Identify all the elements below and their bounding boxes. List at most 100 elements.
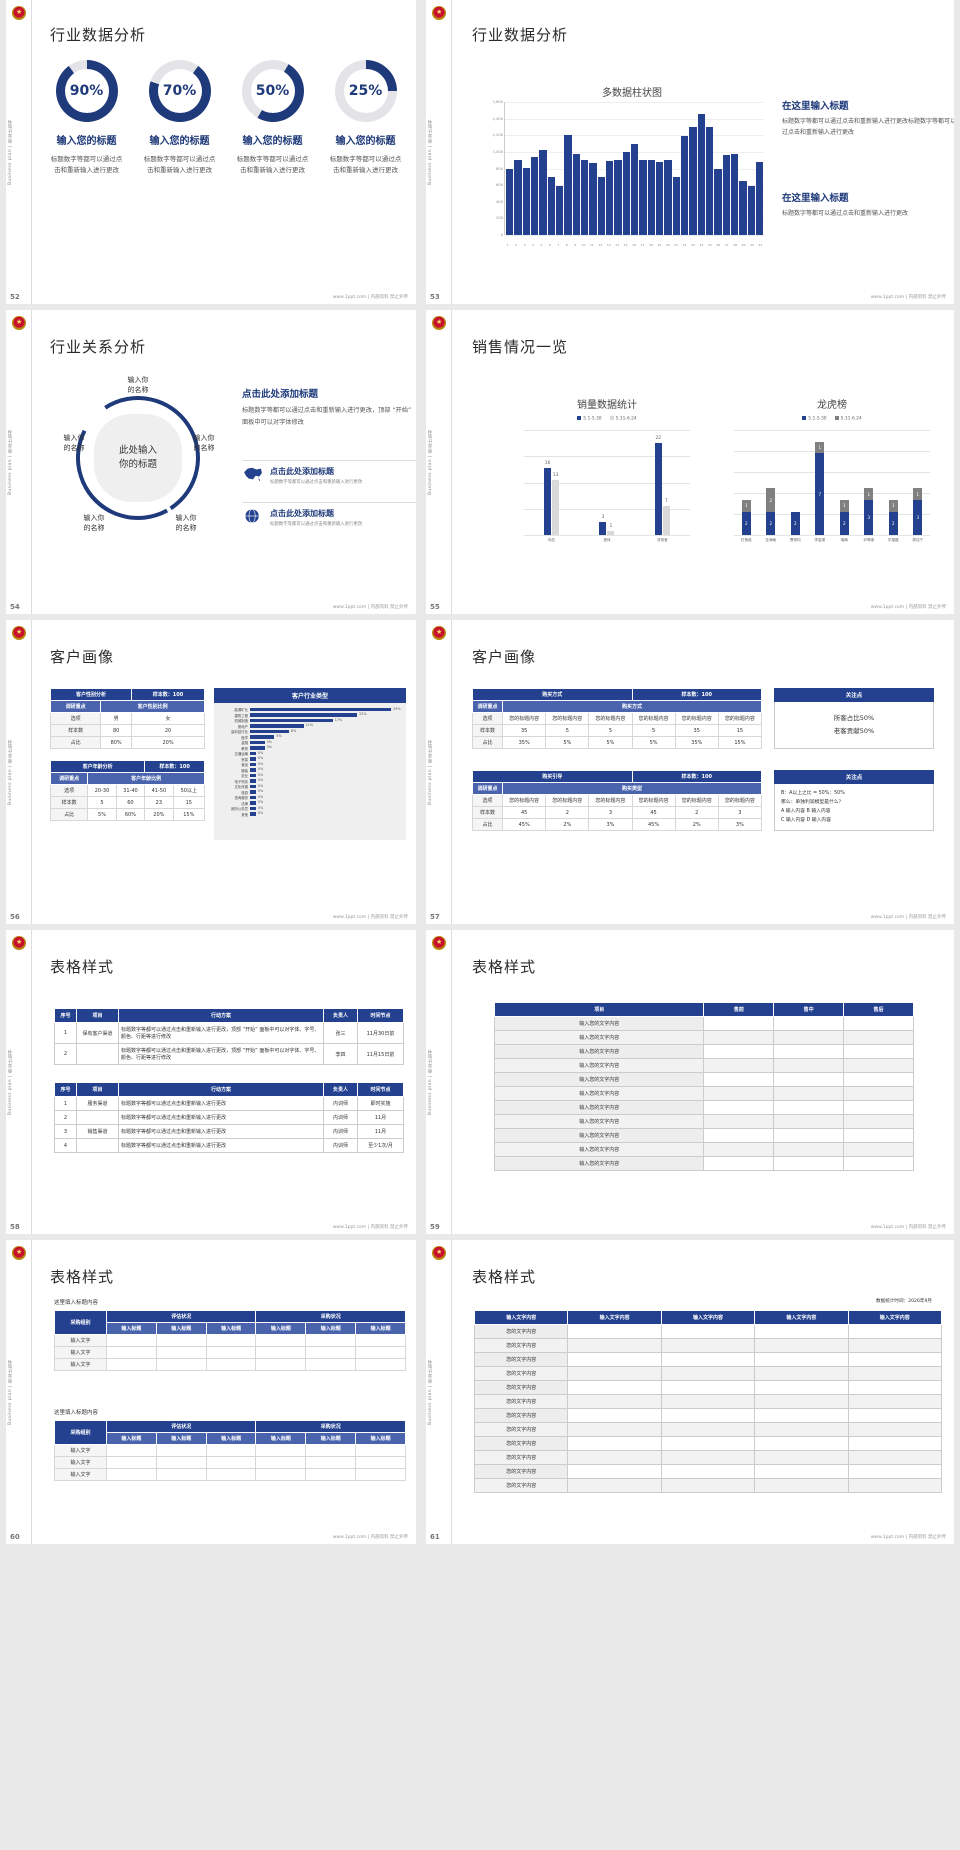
headline-title: 点击此处添加标题 [242, 389, 319, 400]
table-cell [843, 1156, 914, 1171]
x-tick: 26 [716, 243, 721, 247]
page-number: 57 [430, 913, 440, 921]
table-cell: 输入您的文字内容 [493, 1156, 705, 1171]
category-label: 其他 [241, 812, 248, 817]
bar [506, 168, 514, 235]
bar [250, 713, 358, 717]
industry-bar-row: 能源矿业 29% [216, 707, 400, 712]
table-cell [567, 1422, 662, 1437]
table-subheader: 客户年龄比例 [87, 772, 205, 785]
table-cell [754, 1464, 849, 1479]
gridline [524, 535, 690, 536]
table-row: 您的文字内容 [473, 1338, 943, 1353]
table-cell: 5% [588, 736, 633, 749]
bar [250, 768, 256, 772]
table-row: 输入您的文字内容 [493, 1030, 914, 1045]
table-cell [847, 1380, 943, 1395]
focus-panel-2: 关注点 B：A以上之比 = 50%：50% 那么：单独利润模型是什么？ A 输入内容… [774, 770, 934, 832]
cycle-center-label: 此处输入 你的标题 [94, 414, 182, 502]
table-cell: 您的标题内容 [631, 712, 676, 725]
bar [250, 773, 256, 778]
table-cell: 20% [131, 736, 205, 749]
industry-bar-row: 高科技行业 8% [216, 729, 396, 734]
table-row: 输入您的文字内容 [493, 1086, 914, 1101]
table-cell: 标题数字等都可以通过点击和重新输入进行更改，顶部 “开始” 面板中可以对字体、字… [118, 1022, 324, 1044]
footer-url: www.1ppt.com | 内部资料 禁止外传 [332, 915, 408, 920]
table-cell: 保有客户渠道 [76, 1022, 119, 1044]
table-cell [847, 1478, 943, 1493]
feature-title: 点击此处添加标题 [270, 509, 334, 518]
bar-track: 0% [250, 756, 396, 761]
bar [614, 160, 622, 235]
bar-segment: 2 [790, 511, 800, 535]
table-header: 采购状况 [255, 1420, 406, 1433]
table-subheader: 输入标题 [355, 1432, 406, 1445]
x-axis-labels: 1 2 3 4 5 6 7 8 9 10 11 12 13 14 15 16 17 18 19 20 21 22 23 24 2… [504, 243, 764, 247]
donut-value: 70% [157, 69, 202, 113]
table-row: 2 标题数字等都可以通过点击和重新输入进行更改，顶部 “开始” 面板中可以对字体、… [54, 1043, 404, 1065]
bar-value: 3% [266, 745, 272, 750]
industry-bar-row: 旅游 0% [216, 789, 396, 794]
side-block-title: 在这里输入标题 [782, 101, 849, 112]
table-cell [703, 1128, 775, 1143]
page-title: 行业数据分析 [472, 26, 569, 44]
table-cell: 标题数字等都可以通过点击和重新输入进行更改 [118, 1110, 324, 1125]
table-cell [660, 1324, 756, 1339]
table-subheader: 输入标题 [255, 1432, 307, 1445]
table-cell: 输入您的文字内容 [493, 1030, 705, 1045]
emblem-icon: ★ [12, 6, 26, 20]
table-cell: 20% [144, 808, 174, 821]
legend-item: 5.31-6.24 [609, 416, 637, 422]
chart-title: 龙虎榜 [817, 400, 847, 411]
table-cell: 销售渠道 [76, 1124, 119, 1139]
date-note: 数据统计时间：2026年9月 [876, 1299, 932, 1304]
feature-desc: 标题数字等都可以通过点击和重新输入进行更改 [270, 522, 363, 527]
table-cell: 标题数字等都可以通过点击和重新输入进行更改，顶部 “开始” 面板中可以对字体、字… [118, 1043, 324, 1065]
table-cell [106, 1456, 157, 1469]
headline-desc: 标题数字等都可以通过点击和重新输入进行更改，顶部 “开始” 面板中可以对字体修改 [242, 407, 412, 426]
globe-icon [245, 509, 259, 523]
table-row: 输入您的文字内容 [493, 1142, 914, 1157]
table-cell: 15 [717, 724, 763, 737]
x-tick: 22 [682, 243, 687, 247]
bar [250, 779, 256, 783]
slide-rail: ★ Business plan | 商业计划书 [6, 310, 32, 614]
table-cell: 您的文字内容 [473, 1352, 569, 1367]
bar: 22 [654, 436, 662, 535]
table-row: 您的文字内容 [473, 1394, 943, 1409]
category-label: 金融 [241, 741, 248, 745]
table-cell [106, 1468, 157, 1481]
table-cell [255, 1468, 307, 1481]
table-cell [255, 1346, 307, 1359]
table-cell [843, 1142, 914, 1157]
bar [739, 180, 747, 235]
table-cell [660, 1478, 756, 1493]
industry-bar-row: 交通运输 0% [216, 751, 396, 756]
table-subheader: 调研重点 [49, 700, 102, 713]
industry-chart-title: 客户行业类型 [214, 688, 406, 703]
table-cell [355, 1346, 406, 1359]
table-cell: 占比 [471, 736, 504, 749]
table-cell: 选项 [471, 712, 504, 725]
table-cell: 您的文字内容 [473, 1380, 569, 1395]
cycle-diagram: 此处输入 你的标题 输入你 的名称 输入你 的名称 输入你 的名称 输入你 的名称 输入你… [58, 376, 218, 538]
chart-title: 销量数据统计 [577, 400, 637, 411]
slide-54: ★ Business plan | 商业计划书 行业关系分析 此处输入 你的标题 … [6, 310, 416, 620]
table-cell [754, 1408, 849, 1423]
age-table: 客户年龄分析 样本数：100 调研重点 客户年龄比例 选项 20-30 31-40 41-50… [49, 760, 206, 821]
table-cell [843, 1100, 914, 1115]
table-row: 输入您的文字内容 [493, 1128, 914, 1143]
buy-guide-table: 购买引导 样本数：100 调研重点 购买类型 选项 您的标题内容 您的标题内容 您的标题内容您… [471, 770, 763, 831]
table-cell: 5 [87, 796, 117, 809]
industry-bars: 能源矿业 29% 建筑工程 22% 机械制造 17% 房地产 11% 高科技行业 8% 医学 5% 金融… [214, 703, 406, 821]
feature-desc: 标题数字等都可以通过点击和重新输入进行更改 [270, 480, 363, 485]
action-table-2: 序号 项目 行动方案 负责人 时间节点 1 服务渠道 标题数字等都可以通过点击和重新输入进行更… [54, 1082, 404, 1153]
table-cell [567, 1380, 662, 1395]
table-subheader: 调研重点 [471, 700, 504, 713]
table-cell [773, 1114, 845, 1129]
x-tick: 周佳宁 [912, 538, 924, 542]
